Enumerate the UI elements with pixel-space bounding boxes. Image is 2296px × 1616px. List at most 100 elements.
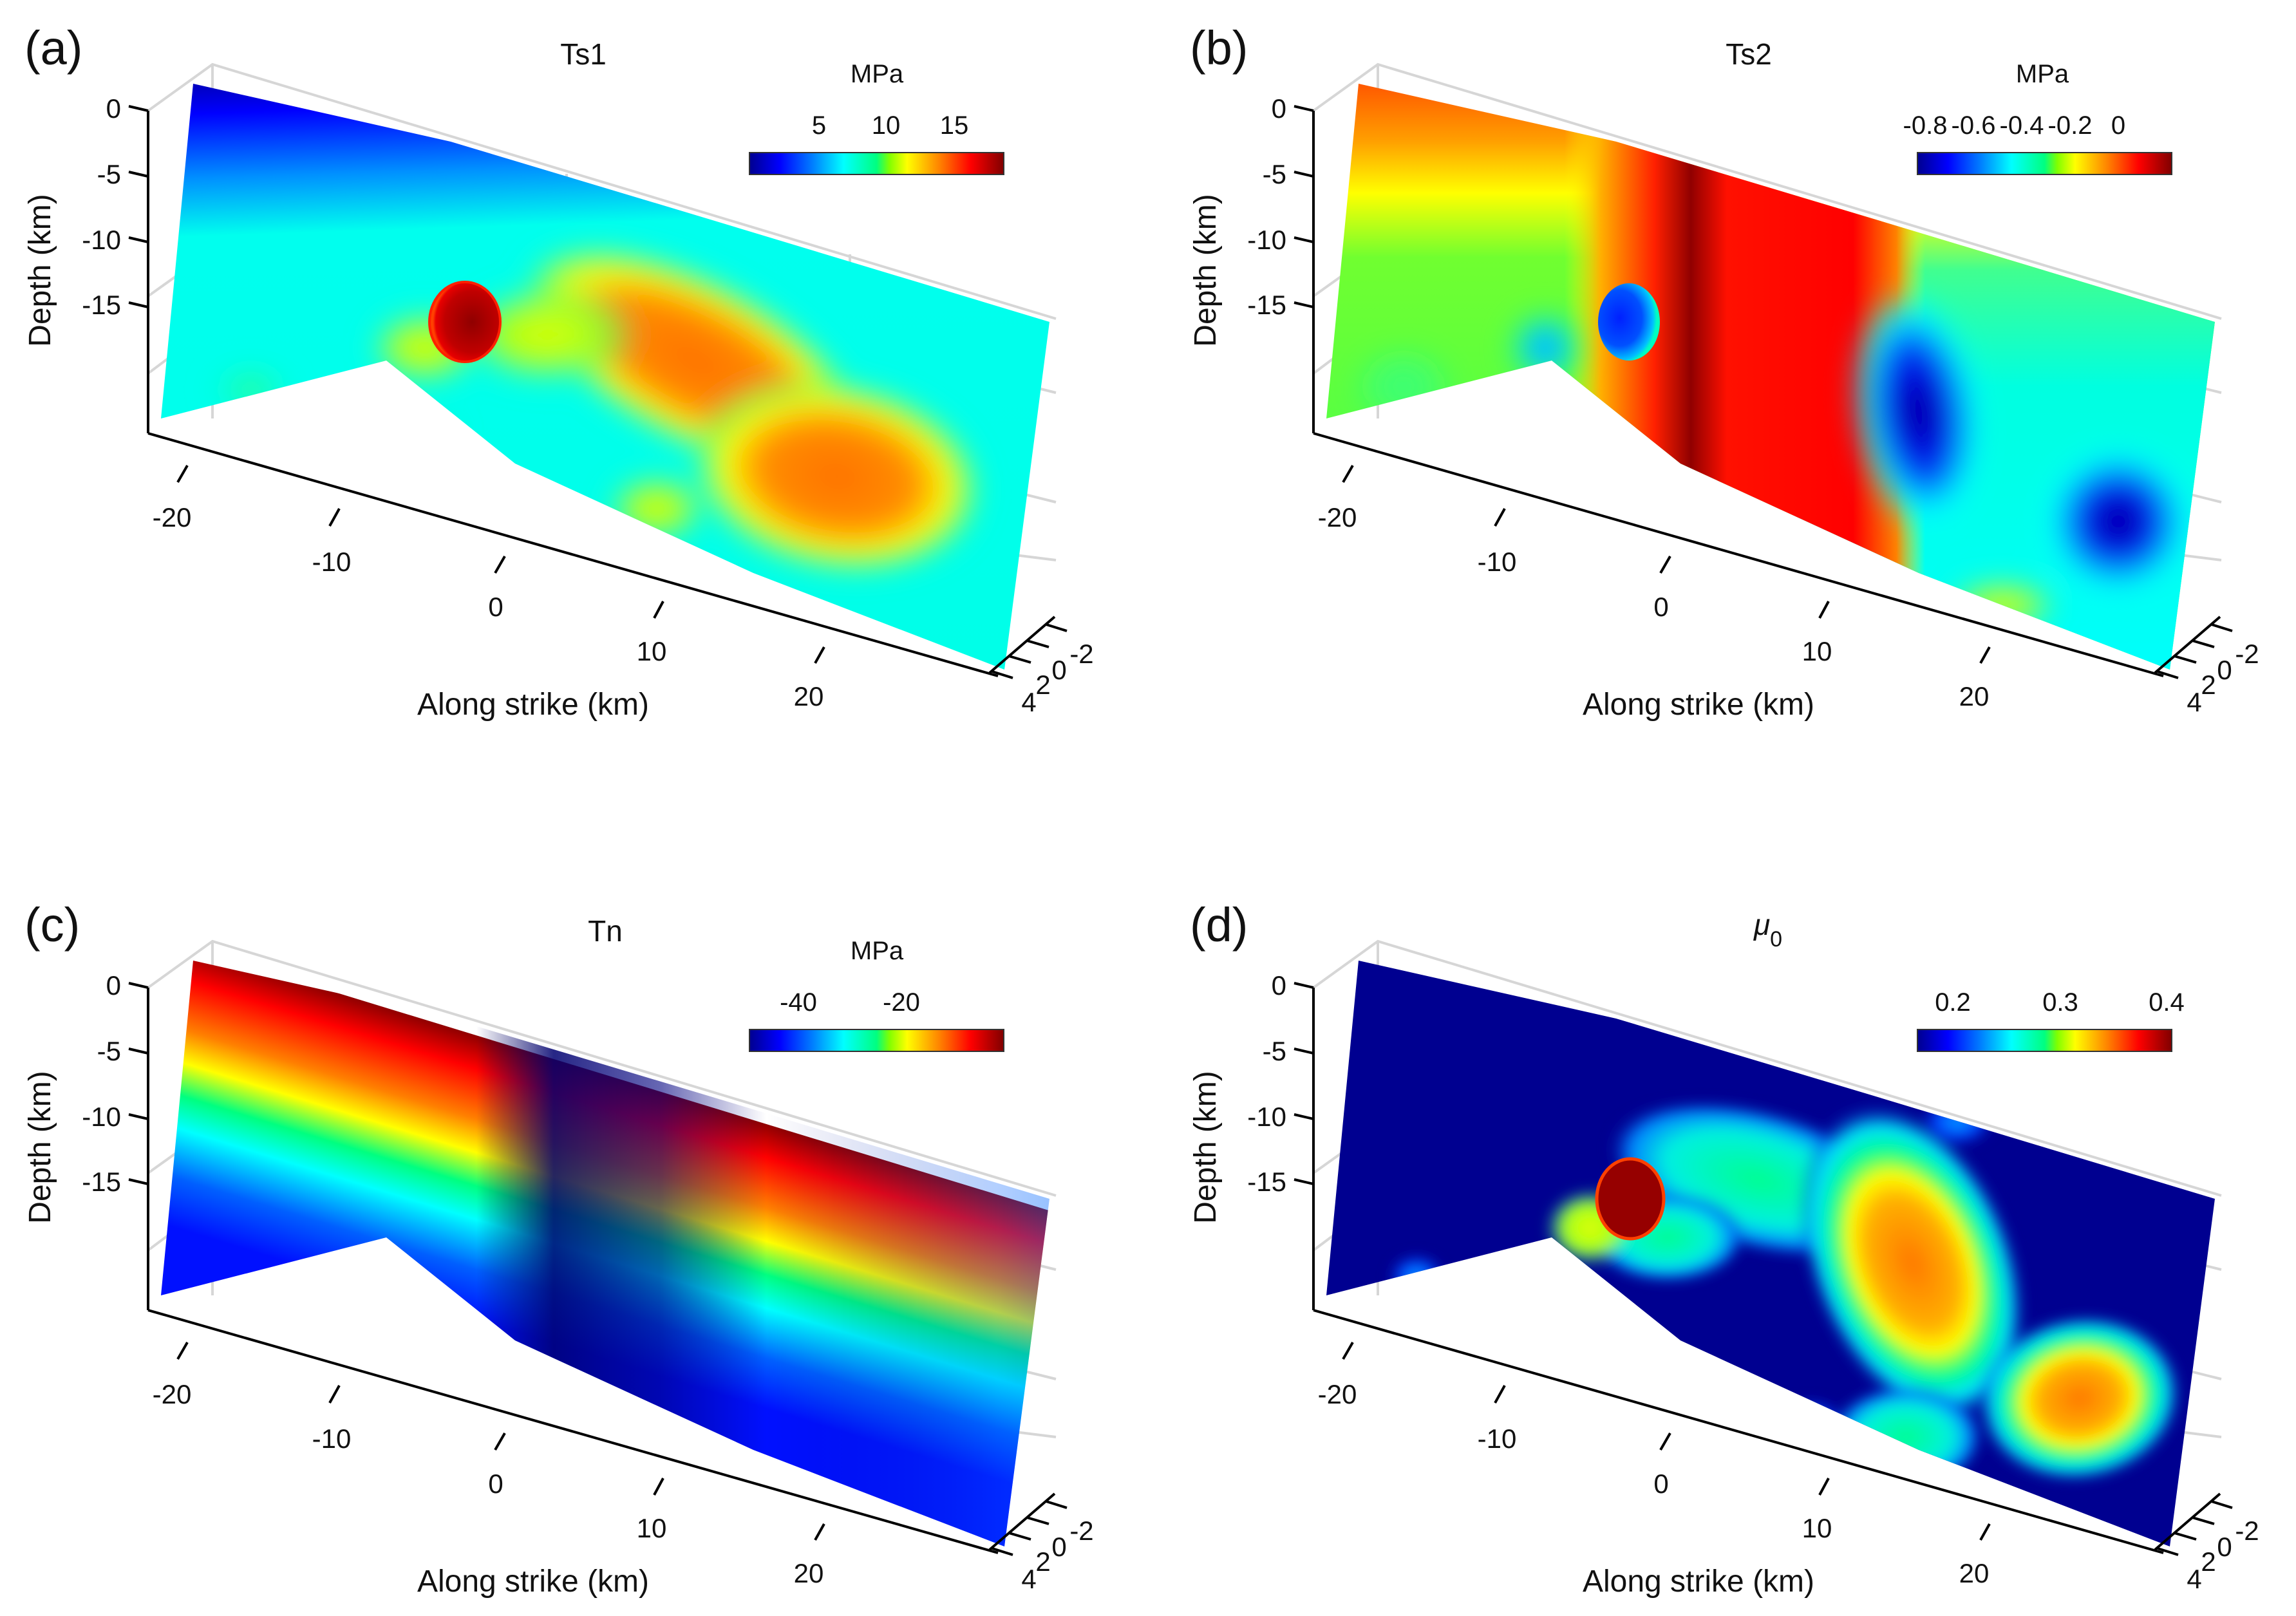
z-tick: 0	[106, 970, 121, 1001]
x-tick: -10	[1478, 1423, 1517, 1454]
x-axis-label: Along strike (km)	[417, 688, 649, 722]
colorbar-tick: 5	[812, 111, 826, 140]
panel-tn: (c) Tn 0 -5 -10 -15	[23, 898, 1094, 1599]
colorbar-tick: 15	[940, 111, 969, 140]
x-axis: -20 -10 0 10 20 Along strike (km)	[1313, 1309, 2164, 1599]
colorbar-tick: -0.6	[1952, 111, 1996, 140]
z-tick: -10	[1247, 225, 1286, 255]
z-axis: 0 -5 -10 -15 Depth (km)	[23, 93, 149, 433]
z-tick: -15	[1247, 290, 1286, 320]
y-axis: 4 2 0 -2	[988, 615, 1094, 717]
y-tick: -2	[1069, 639, 1093, 669]
nucleation-patch	[1598, 283, 1660, 361]
z-axis-label: Depth (km)	[1189, 1071, 1223, 1223]
x-tick: 20	[794, 681, 824, 711]
plot-title: Ts1	[560, 37, 607, 71]
z-tick: -5	[1263, 159, 1286, 189]
colorbar-tick: 0	[2111, 111, 2125, 140]
y-axis: 4 2 0 -2	[988, 1492, 1094, 1594]
x-tick: -10	[1478, 547, 1517, 577]
colorbar-tick: -0.4	[2000, 111, 2044, 140]
y-tick: 2	[2201, 1546, 2216, 1577]
y-axis: 4 2 0 -2	[2154, 615, 2259, 717]
x-tick: 20	[1959, 1558, 1990, 1588]
panel-mu0: (d) μ0	[1189, 898, 2259, 1599]
x-tick: -10	[312, 1423, 352, 1454]
x-tick: -20	[153, 1379, 192, 1409]
x-tick: -20	[153, 502, 192, 532]
nucleation-patch	[1595, 1157, 1666, 1241]
z-tick: 0	[1272, 970, 1286, 1001]
colorbar-tick: 0.2	[1935, 988, 1971, 1017]
y-tick: -2	[1069, 1516, 1093, 1546]
colorbar-tick: -0.8	[1903, 111, 1948, 140]
x-tick: 10	[1802, 1513, 1832, 1543]
colorbar-gradient	[1917, 152, 2172, 175]
z-tick: -5	[1263, 1036, 1286, 1066]
x-tick: -20	[1318, 1379, 1357, 1409]
z-tick: 0	[1272, 93, 1286, 124]
z-axis: 0 -5 -10 -15 Depth (km)	[23, 970, 149, 1310]
z-axis: 0 -5 -10 -15 Depth (km)	[1189, 970, 1315, 1310]
colorbar-title: MPa	[851, 60, 904, 88]
x-axis-label: Along strike (km)	[1583, 1564, 1814, 1599]
colorbar-title: MPa	[2016, 60, 2069, 88]
y-tick: -2	[2235, 639, 2259, 669]
y-tick: 4	[2187, 1564, 2201, 1594]
panel-label: (c)	[24, 898, 80, 952]
x-tick: 0	[488, 592, 503, 622]
plot-title: Tn	[588, 914, 623, 948]
z-tick: -15	[1247, 1167, 1286, 1197]
x-axis-label: Along strike (km)	[1583, 688, 1814, 722]
z-axis-label: Depth (km)	[1189, 194, 1223, 346]
colorbar: MPa 5 10 15	[749, 60, 1004, 175]
z-tick: -5	[97, 1036, 121, 1066]
colorbar-tick: -20	[883, 988, 920, 1017]
x-tick: -20	[1318, 502, 1357, 532]
plot-title: μ0	[1753, 908, 1782, 952]
z-tick: -10	[82, 225, 121, 255]
panel-label: (a)	[24, 21, 82, 75]
nucleation-patch	[428, 281, 502, 363]
plot-title: Ts2	[1726, 37, 1772, 71]
x-tick: -10	[312, 547, 352, 577]
y-tick: 0	[1051, 655, 1066, 685]
y-tick: 0	[1051, 1532, 1066, 1562]
z-axis-label: Depth (km)	[23, 194, 57, 346]
z-tick: -10	[82, 1102, 121, 1132]
z-tick: -15	[82, 1167, 121, 1197]
panel-label: (d)	[1190, 898, 1248, 952]
x-tick: 10	[637, 636, 667, 666]
z-tick: -5	[97, 159, 121, 189]
colorbar: MPa -40 -20	[749, 937, 1004, 1052]
colorbar-tick: -0.2	[2048, 111, 2093, 140]
colorbar-gradient	[1917, 1029, 2172, 1052]
panel-label: (b)	[1190, 21, 1248, 75]
colorbar-tick: -40	[780, 988, 817, 1017]
x-tick: 0	[488, 1469, 503, 1499]
z-tick: -10	[1247, 1102, 1286, 1132]
x-tick: 20	[1959, 681, 1990, 711]
colorbar-tick: 0.3	[2042, 988, 2078, 1017]
z-tick: 0	[106, 93, 121, 124]
y-tick: -2	[2235, 1516, 2259, 1546]
x-tick: 10	[1802, 636, 1832, 666]
x-tick: 0	[1653, 1469, 1668, 1499]
z-tick: -15	[82, 290, 121, 320]
y-tick: 4	[1021, 687, 1036, 717]
x-tick: 10	[637, 1513, 667, 1543]
y-tick: 2	[1035, 670, 1050, 700]
y-tick: 0	[2217, 1532, 2232, 1562]
y-axis: 4 2 0 -2	[2154, 1492, 2259, 1594]
panel-ts2: (b) Ts2	[1189, 21, 2259, 722]
x-axis-label: Along strike (km)	[417, 1564, 649, 1599]
colorbar: 0.2 0.3 0.4	[1917, 988, 2185, 1052]
panel-ts1: (a) Ts1	[23, 21, 1094, 722]
x-axis: -20 -10 0 10 20 Along strike (km)	[147, 1309, 999, 1599]
z-axis-label: Depth (km)	[23, 1071, 57, 1223]
y-tick: 0	[2217, 655, 2232, 685]
z-axis: 0 -5 -10 -15 Depth (km)	[1189, 93, 1315, 433]
colorbar-tick: 0.4	[2149, 988, 2185, 1017]
colorbar: MPa -0.8 -0.6 -0.4 -0.2 0	[1903, 60, 2172, 175]
